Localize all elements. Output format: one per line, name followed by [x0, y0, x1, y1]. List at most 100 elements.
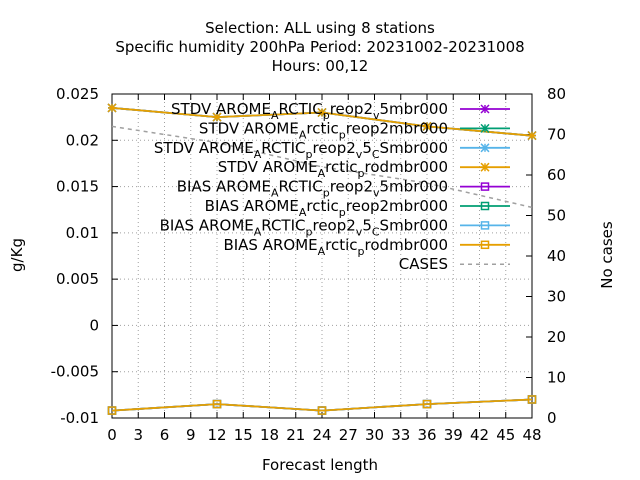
series-point [422, 399, 432, 409]
x-tick-label: 30 [365, 426, 384, 444]
legend-label: STDV AROMEARCTICpreop2v5mbr000 [171, 100, 448, 122]
x-tick-label: 0 [107, 426, 117, 444]
legend-label-part: BIAS AROME [160, 216, 254, 234]
y2-tick-label: 40 [547, 247, 566, 265]
x-tick-label: 3 [133, 426, 143, 444]
legend-label-part: reop2 [312, 139, 355, 157]
x-tick-label: 21 [286, 426, 305, 444]
legend-label-part: rodmbr000 [365, 158, 448, 176]
series-point [317, 107, 327, 118]
y-tick-label: 0 [89, 316, 99, 334]
y-tick-label: -0.005 [51, 363, 99, 381]
legend-label-part: STDV AROME [154, 139, 254, 157]
x-tick-label: 36 [417, 426, 436, 444]
legend-label: CASES [399, 255, 448, 273]
series-point [317, 406, 327, 415]
legend-label-part: 5 [362, 216, 372, 234]
legend-label-part: 5mbr000 [380, 178, 448, 196]
legend-label: BIAS AROMEARCTICpreop2v5mbr000 [177, 178, 448, 200]
legend-label-part: rodmbr000 [365, 236, 448, 254]
legend-label-part: v [373, 187, 380, 200]
y2-tick-label: 70 [547, 126, 566, 144]
legend-label-part: reop2mbr000 [346, 119, 448, 137]
legend-label-part: rctic [325, 236, 357, 254]
legend-label-part: A [318, 245, 326, 258]
y2-tick-label: 20 [547, 328, 566, 346]
legend-label-part: BIAS AROME [205, 197, 299, 215]
legend-label-part: C [372, 148, 380, 161]
axes: 0 3 6 9 12 15 18 21 24 27 30 33 36 39 42 45 48-0.01-0.00… [51, 85, 566, 444]
legend-label-part: p [339, 206, 346, 219]
legend-label-part: RCTIC [261, 216, 305, 234]
legend-label: STDV AROMEArcticprodmbr000 [218, 158, 448, 180]
chart-title-line-2: Specific humidity 200hPa Period: 2023100… [115, 38, 524, 56]
legend-label: STDV AROMEARCTICpreop2v5CSmbr000 [154, 139, 448, 161]
series-point [527, 395, 537, 404]
legend-label-part: reop2mbr000 [346, 197, 448, 215]
y2-tick-label: 80 [547, 85, 566, 103]
legend-label-part: BIAS AROME [223, 236, 317, 254]
series-line [111, 398, 533, 412]
y2-tick-label: 0 [547, 409, 557, 427]
series-point [527, 131, 537, 141]
legend-label: STDV AROMEArcticpreop2mbr000 [199, 119, 448, 141]
y2-tick-label: 60 [547, 166, 566, 184]
legend-label-part: A [299, 206, 307, 219]
legend-label-part: Smbr000 [380, 216, 448, 234]
y-tick-label: 0.005 [56, 270, 99, 288]
legend-label-part: A [318, 167, 326, 180]
legend-label-part: p [323, 187, 330, 200]
legend-label-part: p [323, 109, 330, 122]
legend-label-part: Smbr000 [380, 139, 448, 157]
legend-marker [480, 201, 490, 211]
x-tick-label: 42 [470, 426, 489, 444]
legend-marker [480, 240, 490, 250]
chart-title-line-1: Selection: ALL using 8 stations [205, 19, 435, 37]
y-axis-label: g/Kg [8, 238, 26, 272]
x-tick-label: 33 [391, 426, 410, 444]
y-tick-label: 0.02 [66, 131, 99, 149]
x-tick-label: 48 [522, 426, 541, 444]
y-tick-label: -0.01 [60, 409, 99, 427]
legend-label-part: rctic [306, 197, 338, 215]
y2-axis-label: No cases [598, 221, 616, 289]
series-point [422, 121, 432, 131]
legend-label-part: BIAS AROME [177, 178, 271, 196]
legend-label-part: A [254, 225, 262, 238]
x-tick-label: 45 [496, 426, 515, 444]
legend-label-part: 5 [362, 139, 372, 157]
x-tick-label: 39 [444, 426, 463, 444]
x-tick-label: 9 [186, 426, 196, 444]
legend-label-part: p [358, 167, 365, 180]
legend-label-part: v [356, 225, 363, 238]
legend-label: BIAS AROMEARCTICpreop2v5CSmbr000 [160, 216, 448, 238]
legend-label-part: reop2 [330, 100, 373, 118]
legend-label-part: A [254, 148, 262, 161]
legend-label-part: STDV AROME [218, 158, 318, 176]
series-point [107, 406, 117, 415]
legend-label-part: reop2 [312, 216, 355, 234]
legend-label-part: 5mbr000 [380, 100, 448, 118]
y-tick-label: 0.01 [66, 224, 99, 242]
legend-marker [480, 221, 490, 230]
series-point [212, 112, 222, 122]
x-tick-label: 15 [234, 426, 253, 444]
series-layer [107, 103, 537, 415]
series-line [111, 398, 533, 412]
legend-label-part: p [358, 245, 365, 258]
legend-label-part: RCTIC [278, 178, 322, 196]
legend-label-part: C [372, 225, 380, 238]
legend-label: BIAS AROMEArcticpreop2mbr000 [205, 197, 448, 219]
chart-title-line-3: Hours: 00,12 [272, 57, 369, 75]
x-tick-label: 27 [339, 426, 358, 444]
legend-label-part: A [271, 187, 279, 200]
x-tick-label: 18 [260, 426, 279, 444]
legend-label-part: p [339, 128, 346, 141]
y2-tick-label: 50 [547, 207, 566, 225]
y-tick-label: 0.025 [56, 85, 99, 103]
chart-title: Selection: ALL using 8 stations Specific… [115, 19, 524, 75]
legend-label-part: STDV AROME [171, 100, 271, 118]
legend-marker [480, 104, 490, 114]
legend-label-part: rctic [306, 119, 338, 137]
